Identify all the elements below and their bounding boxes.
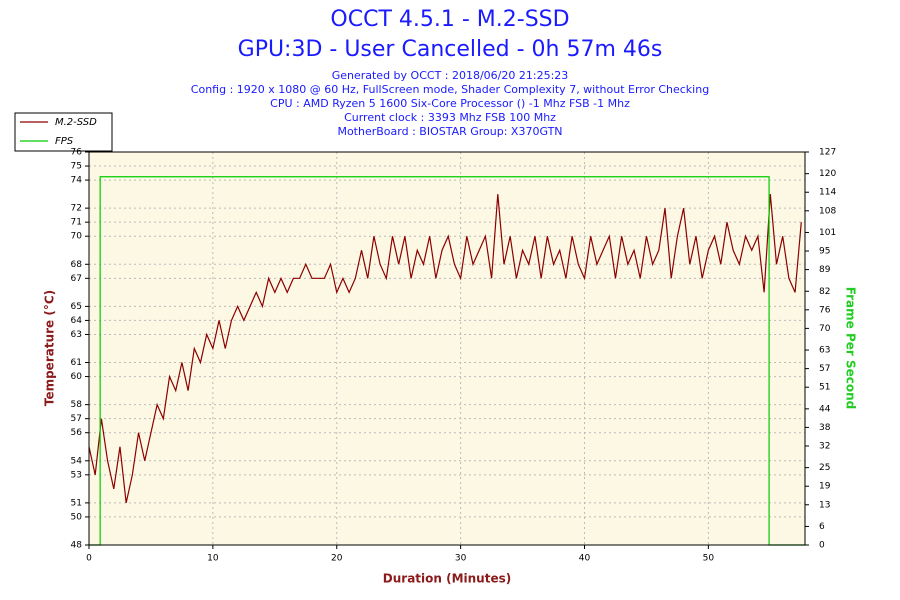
subtitle: Current clock : 3393 Mhz FSB 100 Mhz bbox=[344, 111, 556, 124]
y2-tick-label: 38 bbox=[819, 423, 831, 433]
y-axis-label: Temperature (°C) bbox=[43, 290, 57, 406]
y2-tick-label: 63 bbox=[819, 346, 830, 356]
x-tick-label: 50 bbox=[703, 554, 715, 564]
y2-tick-label: 82 bbox=[819, 287, 830, 297]
x-tick-label: 20 bbox=[331, 554, 343, 564]
x-tick-label: 0 bbox=[86, 554, 92, 564]
y-tick-label: 53 bbox=[71, 470, 82, 480]
chart-title: OCCT 4.5.1 - M.2-SSD bbox=[330, 7, 569, 32]
y-tick-label: 64 bbox=[71, 316, 83, 326]
subtitle: Generated by OCCT : 2018/06/20 21:25:23 bbox=[332, 69, 569, 82]
y-tick-label: 58 bbox=[71, 400, 83, 410]
y2-axis-label: Frame Per Second bbox=[844, 287, 858, 410]
y-tick-label: 74 bbox=[71, 176, 83, 186]
x-tick-label: 30 bbox=[455, 554, 467, 564]
y2-tick-label: 57 bbox=[819, 364, 830, 374]
y-tick-label: 50 bbox=[71, 512, 83, 522]
y-tick-label: 48 bbox=[71, 541, 83, 551]
y-tick-label: 54 bbox=[71, 456, 83, 466]
y-tick-label: 68 bbox=[71, 260, 83, 270]
y-tick-label: 63 bbox=[71, 330, 82, 340]
y2-tick-label: 6 bbox=[819, 522, 825, 532]
y2-tick-label: 44 bbox=[819, 404, 831, 414]
y2-tick-label: 70 bbox=[819, 324, 831, 334]
y-tick-label: 60 bbox=[71, 372, 83, 382]
legend-label: M.2-SSD bbox=[55, 117, 97, 128]
y2-tick-label: 0 bbox=[819, 541, 825, 551]
y-tick-label: 76 bbox=[71, 148, 83, 158]
y-tick-label: 65 bbox=[71, 302, 82, 312]
legend-label: FPS bbox=[55, 136, 74, 147]
subtitle: MotherBoard : BIOSTAR Group: X370GTN bbox=[337, 125, 562, 138]
y2-tick-label: 51 bbox=[819, 383, 830, 393]
y2-tick-label: 114 bbox=[819, 188, 836, 198]
y2-tick-label: 108 bbox=[819, 206, 836, 216]
y-tick-label: 71 bbox=[71, 218, 82, 228]
chart-title: GPU:3D - User Cancelled - 0h 57m 46s bbox=[238, 37, 663, 62]
subtitle: CPU : AMD Ryzen 5 1600 Six-Core Processo… bbox=[270, 97, 630, 110]
y-tick-label: 51 bbox=[71, 498, 82, 508]
y2-tick-label: 120 bbox=[819, 169, 836, 179]
y-tick-label: 56 bbox=[71, 428, 83, 438]
y2-tick-label: 127 bbox=[819, 148, 836, 158]
y-tick-label: 72 bbox=[71, 204, 82, 214]
x-tick-label: 10 bbox=[207, 554, 219, 564]
y-tick-label: 67 bbox=[71, 274, 82, 284]
plot-border bbox=[88, 151, 806, 546]
y-tick-label: 70 bbox=[71, 232, 83, 242]
y2-tick-label: 13 bbox=[819, 500, 830, 510]
y2-tick-label: 19 bbox=[819, 482, 831, 492]
y2-tick-label: 76 bbox=[819, 305, 831, 315]
y-tick-label: 57 bbox=[71, 414, 82, 424]
y2-tick-label: 89 bbox=[819, 265, 831, 275]
subtitle: Config : 1920 x 1080 @ 60 Hz, FullScreen… bbox=[191, 83, 709, 96]
y2-tick-label: 95 bbox=[819, 247, 830, 257]
legend bbox=[14, 112, 113, 152]
plot-area bbox=[88, 151, 806, 546]
y2-tick-label: 25 bbox=[819, 463, 830, 473]
x-tick-label: 40 bbox=[579, 554, 591, 564]
y-tick-label: 75 bbox=[71, 162, 82, 172]
y2-tick-label: 32 bbox=[819, 441, 830, 451]
x-axis-label: Duration (Minutes) bbox=[383, 572, 511, 586]
series-line bbox=[88, 194, 802, 504]
y2-tick-label: 101 bbox=[819, 228, 836, 238]
y-tick-label: 61 bbox=[71, 358, 82, 368]
